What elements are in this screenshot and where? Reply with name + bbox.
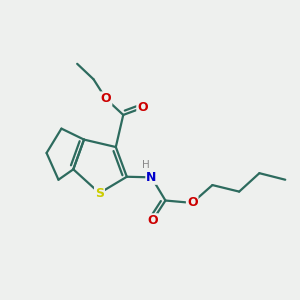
Text: H: H <box>142 160 150 170</box>
Text: O: O <box>187 196 197 209</box>
Text: O: O <box>137 101 148 114</box>
Text: O: O <box>101 92 111 105</box>
Text: N: N <box>146 171 157 184</box>
Text: O: O <box>147 214 158 227</box>
Text: S: S <box>95 187 104 200</box>
